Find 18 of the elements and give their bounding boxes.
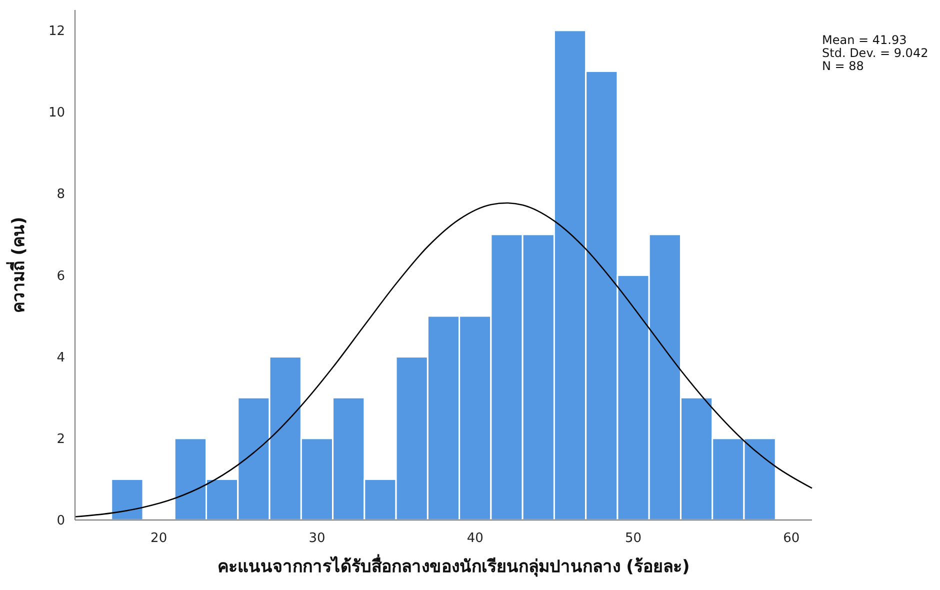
y-tick-label: 12 <box>48 24 65 39</box>
x-axis-title: คะแนนจากการได้รับสื่อกลางของนักเรียนกลุ่มปานกลาง (ร้อยละ) <box>217 554 690 577</box>
y-tick-label: 8 <box>56 187 65 202</box>
y-tick-label: 0 <box>56 514 65 529</box>
y-tick-label: 6 <box>56 268 65 284</box>
y-tick-label: 2 <box>56 432 65 447</box>
line-series <box>74 202 813 518</box>
text: N = 88 <box>822 59 864 73</box>
x-tick-label: 30 <box>308 531 326 546</box>
y-tick-label: 10 <box>48 106 65 121</box>
x-tick-label: 40 <box>466 531 484 546</box>
y-tick-label: 4 <box>56 350 65 366</box>
x-tick-label: 50 <box>625 531 642 546</box>
text: Std. Dev. = 9.042 <box>822 46 928 60</box>
x-tick-label: 20 <box>150 531 168 546</box>
y-axis-title: ความถี่ (คน) <box>6 216 29 314</box>
text: Mean = 41.93 <box>822 33 907 47</box>
x-tick-label: 60 <box>783 531 800 546</box>
